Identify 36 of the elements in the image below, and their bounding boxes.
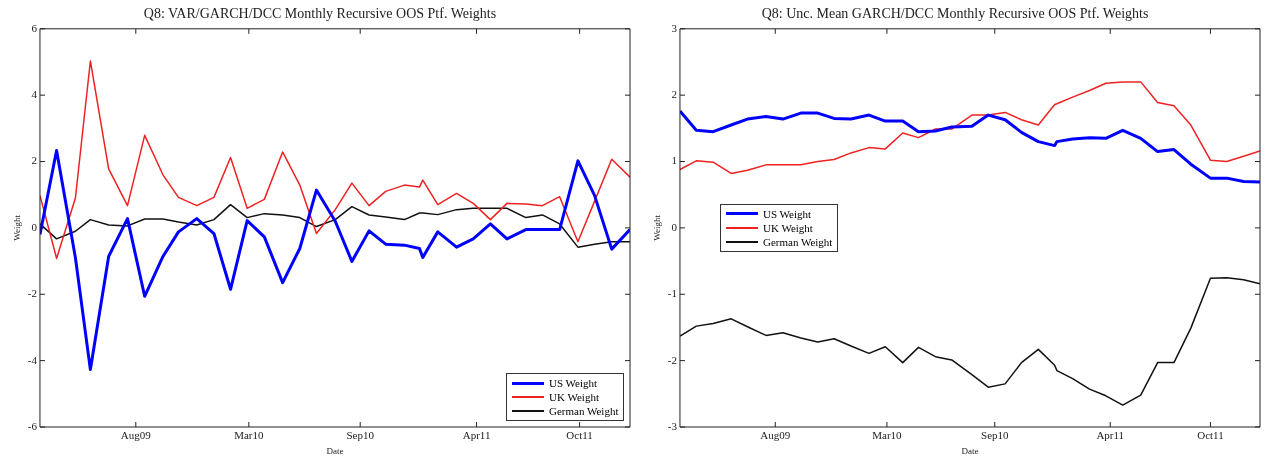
legend-label: US Weight	[549, 376, 598, 390]
y-tick-label: 0	[671, 220, 678, 233]
y-tick-label: -6	[27, 419, 38, 432]
x-tick-label: Mar10	[234, 429, 264, 442]
x-tick-label: Aug09	[760, 429, 791, 442]
legend-label: UK Weight	[762, 220, 813, 235]
chart-title: Q8: Unc. Mean GARCH/DCC Monthly Recursive OOS Ptf. Weights	[761, 6, 1149, 22]
x-tick-label: Aug09	[120, 429, 152, 442]
legend-label: UK Weight	[549, 390, 599, 404]
x-tick-label: Oct11	[566, 429, 593, 442]
y-tick-label: 4	[31, 88, 38, 101]
legend-label: German Weight	[762, 234, 833, 249]
legend-label: US Weight	[762, 206, 812, 221]
y-tick-label: -2	[667, 353, 677, 366]
x-tick-label: Oct11	[1197, 429, 1224, 442]
y-tick-label: 1	[671, 154, 677, 167]
y-tick-label: -2	[27, 287, 37, 300]
y-axis-title: Weight	[651, 214, 662, 241]
chart-title: Q8: VAR/GARCH/DCC Monthly Recursive OOS Ptf. Weights	[143, 6, 497, 22]
y-axis-title: Weight	[11, 214, 22, 241]
y-tick-label: 3	[671, 21, 678, 34]
y-tick-label: 2	[671, 88, 677, 101]
y-tick-label: 0	[31, 220, 38, 233]
x-tick-label: Sep10	[346, 429, 375, 442]
legend-label: German Weight	[549, 404, 619, 418]
x-tick-label: Mar10	[872, 429, 903, 442]
x-axis-title: Date	[961, 445, 979, 456]
y-tick-label: -4	[27, 353, 38, 366]
y-tick-label: -3	[667, 419, 678, 432]
x-tick-label: Apr11	[462, 429, 491, 442]
x-tick-label: Apr11	[1096, 429, 1125, 442]
y-tick-label: 2	[31, 154, 37, 167]
x-axis-title: Date	[326, 445, 344, 456]
y-tick-label: 6	[31, 21, 38, 34]
x-tick-label: Sep10	[981, 429, 1010, 442]
y-tick-label: -1	[667, 287, 677, 300]
